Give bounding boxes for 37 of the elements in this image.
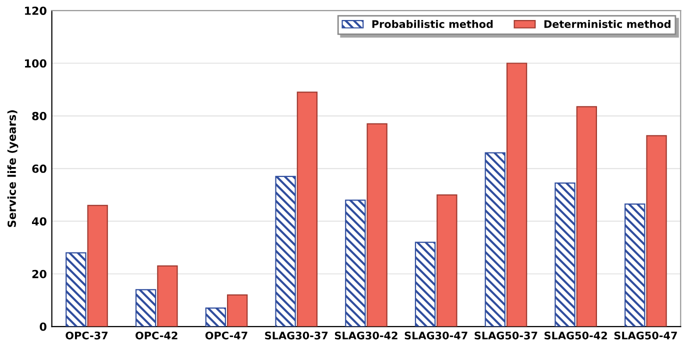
bar [554, 182, 576, 327]
y-tick-label: 0 [40, 322, 46, 331]
bar [66, 252, 86, 327]
x-tick-label: SLAG50-42 [544, 332, 607, 340]
x-tick-label: SLAG50-47 [614, 332, 677, 340]
bar [226, 294, 248, 327]
bar [157, 265, 178, 327]
y-axis-title: Service life (years) [7, 110, 18, 227]
bar [484, 152, 506, 327]
y-tick-label: 100 [25, 59, 46, 68]
bar [275, 176, 296, 327]
x-tick-label: OPC-47 [205, 332, 248, 340]
y-tick-label: 20 [32, 270, 46, 278]
bar [135, 289, 156, 327]
y-tick-label: 80 [32, 112, 46, 120]
y-tick-label: 40 [32, 217, 46, 226]
bar [414, 242, 436, 327]
legend-label: Deterministic method [544, 20, 670, 28]
x-tick-label: SLAG50-37 [474, 332, 538, 340]
bar [646, 135, 667, 327]
bar [296, 92, 318, 327]
bar [506, 62, 528, 327]
x-tick-label: SLAG30-47 [404, 332, 468, 340]
bar [366, 123, 388, 327]
bar [436, 194, 458, 327]
x-tick-label: OPC-42 [136, 332, 178, 340]
x-tick-label: OPC-37 [66, 332, 108, 340]
bar [87, 204, 108, 327]
bar [345, 200, 366, 327]
bar [205, 308, 226, 327]
x-tick-label: SLAG30-37 [265, 332, 328, 340]
bar [576, 106, 597, 327]
bar [624, 204, 646, 327]
legend-label: Probabilistic method [372, 20, 493, 28]
y-tick-label: 60 [32, 164, 46, 173]
x-tick-label: SLAG30-42 [334, 332, 398, 340]
y-tick-label: 120 [25, 6, 46, 15]
